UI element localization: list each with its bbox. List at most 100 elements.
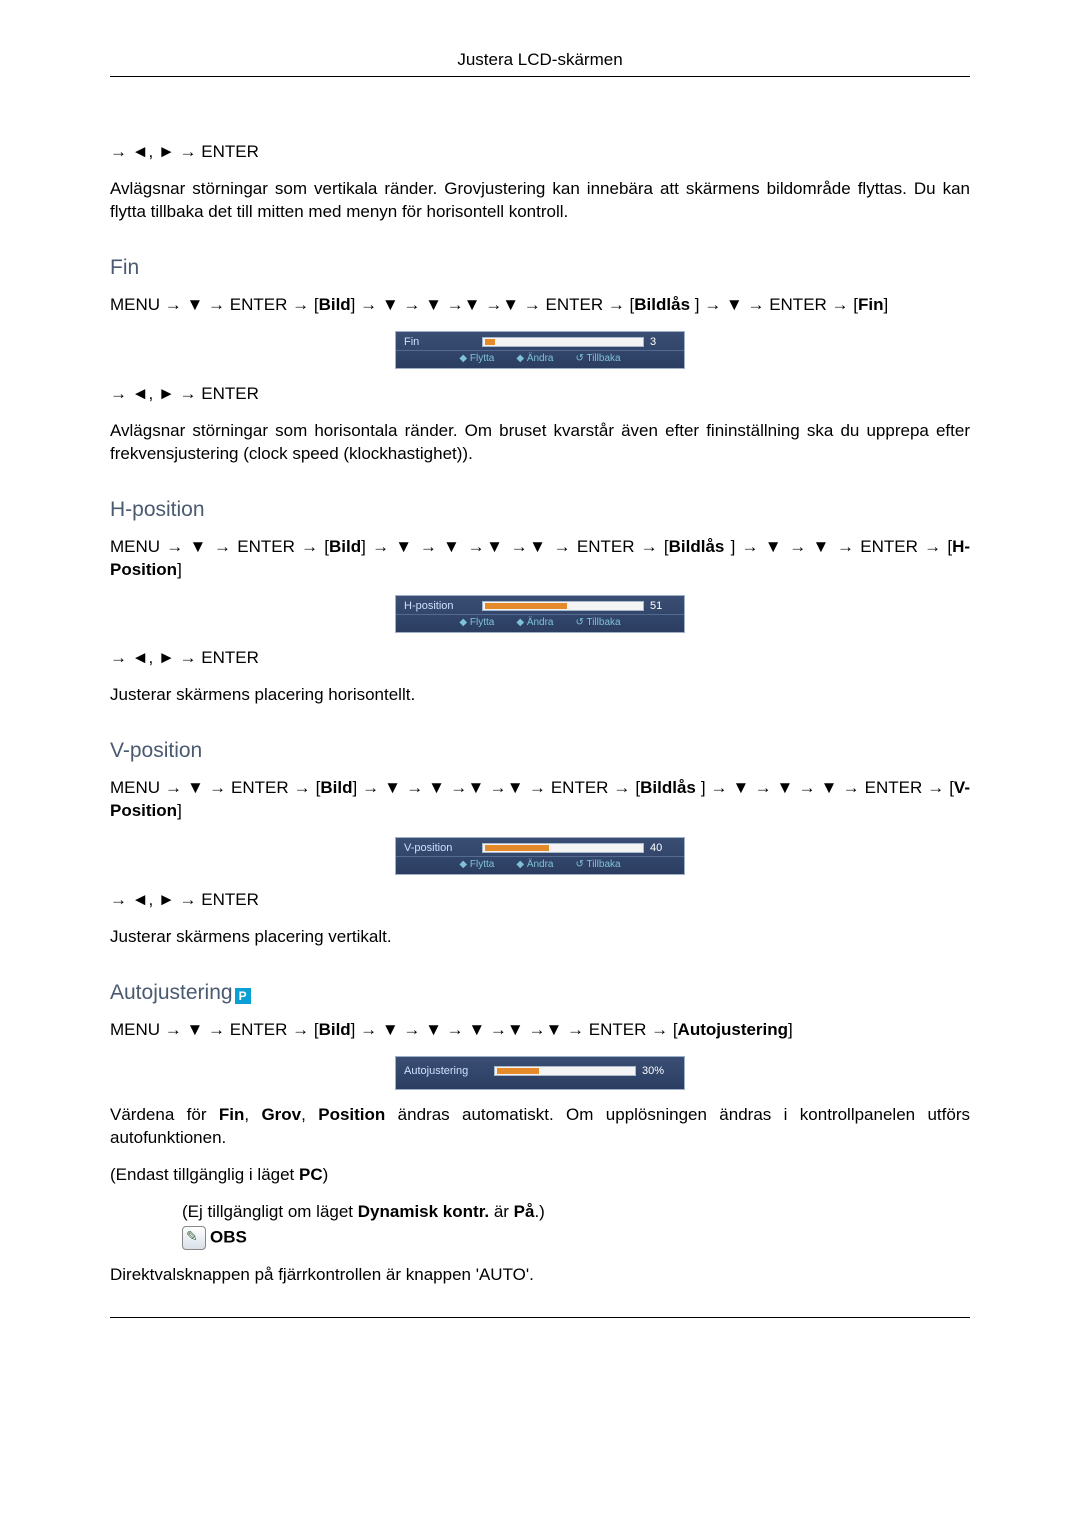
osd-fill (485, 845, 549, 851)
osd-footer-adjust: ◆ Ändra (516, 859, 553, 870)
text: , (301, 1105, 318, 1124)
text: är (489, 1202, 514, 1221)
autojustering-title-text: Autojustering (110, 981, 233, 1004)
osd-fill (485, 603, 567, 609)
section-title-hposition: H-position (110, 498, 970, 522)
osd-footer-move: ◆ Flytta (459, 353, 494, 364)
menu-path-vposition: MENU → ▼ → ENTER → [Bild] → ▼ → ▼ →▼ →▼ … (110, 777, 970, 823)
osd-value: 40 (650, 842, 676, 854)
auto-paragraph-3: (Ej tillgängligt om läget Dynamisk kontr… (182, 1201, 970, 1224)
path-text: MENU → ▼ → ENTER → [ (110, 1020, 319, 1039)
bold: Fin (219, 1105, 245, 1124)
osd-screenshot-hposition: H-position 51 ◆ Flytta ◆ Ändra ↺ Tillbak… (110, 595, 970, 633)
path-bold: Bildlås (640, 778, 701, 797)
path-text: ] (177, 801, 182, 820)
osd-footer-move: ◆ Flytta (459, 859, 494, 870)
text: (Endast tillgänglig i läget (110, 1165, 299, 1184)
osd-footer-adjust: ◆ Ändra (516, 617, 553, 628)
intro-paragraph: Avlägsnar störningar som vertikala rände… (110, 178, 970, 224)
osd-track (482, 843, 644, 853)
path-text: ] → ▼ → ▼ →▼ →▼ → ENTER → [ (351, 295, 635, 314)
bold: Dynamisk kontr. (358, 1202, 489, 1221)
path-text: MENU → ▼ → ENTER → [ (110, 295, 319, 314)
section-title-fin: Fin (110, 256, 970, 280)
path-bold: Bildlås (669, 537, 731, 556)
osd-footer-move: ◆ Flytta (459, 617, 494, 628)
osd-footer-back: ↺ Tillbaka (576, 859, 621, 870)
bold: På (514, 1202, 535, 1221)
note-icon (182, 1226, 206, 1250)
menu-path-fin: MENU → ▼ → ENTER → [Bild] → ▼ → ▼ →▼ →▼ … (110, 294, 970, 317)
path-text: ] (883, 295, 888, 314)
auto-paragraph-2: (Endast tillgänglig i läget PC) (110, 1164, 970, 1187)
osd-row: V-position 40 (396, 838, 684, 856)
osd-row: Fin 3 (396, 332, 684, 350)
path-text: ] → ▼ → ENTER → [ (695, 295, 858, 314)
obs-label: OBS (210, 1227, 247, 1246)
osd-box: V-position 40 ◆ Flytta ◆ Ändra ↺ Tillbak… (395, 837, 685, 875)
osd-label: H-position (404, 600, 482, 612)
osd-box: Autojustering 30% (395, 1056, 685, 1090)
osd-footer: ◆ Flytta ◆ Ändra ↺ Tillbaka (396, 350, 684, 368)
nav-arrows-enter: → ◄, ► → ENTER (110, 647, 970, 670)
osd-slider: 3 (482, 336, 676, 348)
text: ) (323, 1165, 329, 1184)
path-bold: Bildlås (634, 295, 694, 314)
osd-label: Fin (404, 336, 482, 348)
vposition-paragraph: Justerar skärmens placering vertikalt. (110, 926, 970, 949)
osd-row: H-position 51 (396, 596, 684, 614)
path-bold: Bild (319, 295, 351, 314)
menu-path-autojustering: MENU → ▼ → ENTER → [Bild] → ▼ → ▼ → ▼ →▼… (110, 1019, 970, 1042)
path-bold: Fin (858, 295, 884, 314)
path-text: ] → ▼ → ▼ → ENTER → [ (731, 537, 952, 556)
osd-footer-adjust: ◆ Ändra (516, 353, 553, 364)
osd-track (494, 1066, 636, 1076)
nav-arrows-enter: → ◄, ► → ENTER (110, 889, 970, 912)
osd-slider: 40 (482, 842, 676, 854)
osd-value: 3 (650, 336, 676, 348)
osd-track (482, 337, 644, 347)
path-text: ] → ▼ → ▼ →▼ →▼ → ENTER → [ (352, 778, 640, 797)
section-title-autojustering: AutojusteringP (110, 981, 970, 1005)
nav-arrows-enter: → ◄, ► → ENTER (110, 383, 970, 406)
auto-paragraph-4: Direktvalsknappen på fjärrkontrollen är … (110, 1264, 970, 1287)
path-bold: Bild (319, 1020, 351, 1039)
text: .) (534, 1202, 544, 1221)
menu-path-hposition: MENU → ▼ → ENTER → [Bild] → ▼ → ▼ →▼ →▼ … (110, 536, 970, 582)
bold: PC (299, 1165, 323, 1184)
path-text: ] (177, 560, 182, 579)
osd-slider: 30% (494, 1065, 676, 1077)
osd-row: Autojustering 30% (404, 1063, 676, 1079)
bold: Grov (261, 1105, 301, 1124)
osd-footer: ◆ Flytta ◆ Ändra ↺ Tillbaka (396, 614, 684, 632)
path-text: ] → ▼ → ▼ →▼ →▼ → ENTER → [ (361, 537, 669, 556)
text: Värdena för (110, 1105, 219, 1124)
path-bold: Autojustering (678, 1020, 789, 1039)
note-obs-line: OBS (182, 1226, 970, 1250)
osd-footer-back: ↺ Tillbaka (576, 617, 621, 628)
path-text: MENU → ▼ → ENTER → [ (110, 778, 320, 797)
osd-label: V-position (404, 842, 482, 854)
footer-rule (110, 1317, 970, 1318)
osd-value: 30% (642, 1065, 676, 1077)
osd-value: 51 (650, 600, 676, 612)
auto-paragraph-1: Värdena för Fin, Grov, Position ändras a… (110, 1104, 970, 1150)
nav-arrows-enter: → ◄, ► → ENTER (110, 141, 970, 164)
pc-mode-icon: P (235, 988, 251, 1004)
osd-box: Fin 3 ◆ Flytta ◆ Ändra ↺ Tillbaka (395, 331, 685, 369)
osd-fill (497, 1068, 539, 1074)
osd-screenshot-autojustering: Autojustering 30% (110, 1056, 970, 1090)
path-text: MENU → ▼ → ENTER → [ (110, 537, 329, 556)
page-header-title: Justera LCD-skärmen (110, 50, 970, 70)
path-text: ] → ▼ → ▼ → ▼ → ENTER → [ (701, 778, 954, 797)
osd-fill (485, 339, 495, 345)
text: (Ej tillgängligt om läget (182, 1202, 358, 1221)
hposition-paragraph: Justerar skärmens placering horisontellt… (110, 684, 970, 707)
osd-footer: ◆ Flytta ◆ Ändra ↺ Tillbaka (396, 856, 684, 874)
osd-box: H-position 51 ◆ Flytta ◆ Ändra ↺ Tillbak… (395, 595, 685, 633)
osd-slider: 51 (482, 600, 676, 612)
content-area: → ◄, ► → ENTER Avlägsnar störningar som … (110, 77, 970, 1287)
fin-paragraph: Avlägsnar störningar som horisontala rän… (110, 420, 970, 466)
osd-screenshot-vposition: V-position 40 ◆ Flytta ◆ Ändra ↺ Tillbak… (110, 837, 970, 875)
osd-track (482, 601, 644, 611)
